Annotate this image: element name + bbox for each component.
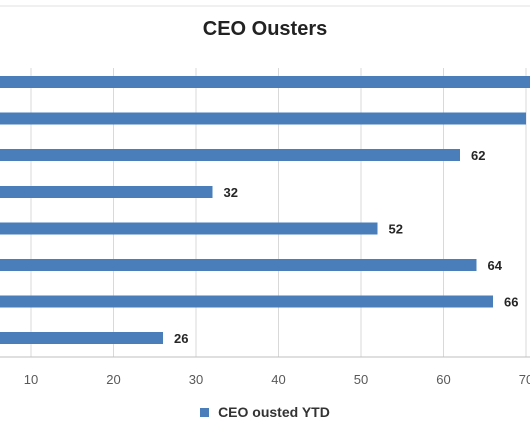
bar-data-label: 62 xyxy=(471,148,485,163)
x-tick-label: 70 xyxy=(519,372,530,387)
bar xyxy=(0,112,526,125)
bar xyxy=(0,186,213,198)
x-tick-label: 10 xyxy=(24,372,38,387)
x-tick-label: 50 xyxy=(354,372,368,387)
bar xyxy=(0,149,460,161)
legend: CEO ousted YTD xyxy=(0,404,530,420)
x-tick-label: 20 xyxy=(106,372,120,387)
chart-title: CEO Ousters xyxy=(202,18,328,40)
legend-label: CEO ousted YTD xyxy=(218,404,330,420)
x-tick-label: 60 xyxy=(436,372,450,387)
x-tick-label: 40 xyxy=(271,372,285,387)
bar-data-label: 26 xyxy=(174,331,188,346)
bar-data-label: 52 xyxy=(389,222,403,237)
bar-data-label: 32 xyxy=(224,185,238,200)
x-tick-label: 30 xyxy=(189,372,203,387)
bar xyxy=(0,295,493,308)
bar xyxy=(0,259,477,271)
bar xyxy=(0,222,378,235)
bar xyxy=(0,332,163,344)
bar-data-label: 66 xyxy=(504,295,518,310)
legend-swatch xyxy=(200,407,210,417)
bar-data-label: 64 xyxy=(488,258,503,273)
bar xyxy=(0,76,530,88)
